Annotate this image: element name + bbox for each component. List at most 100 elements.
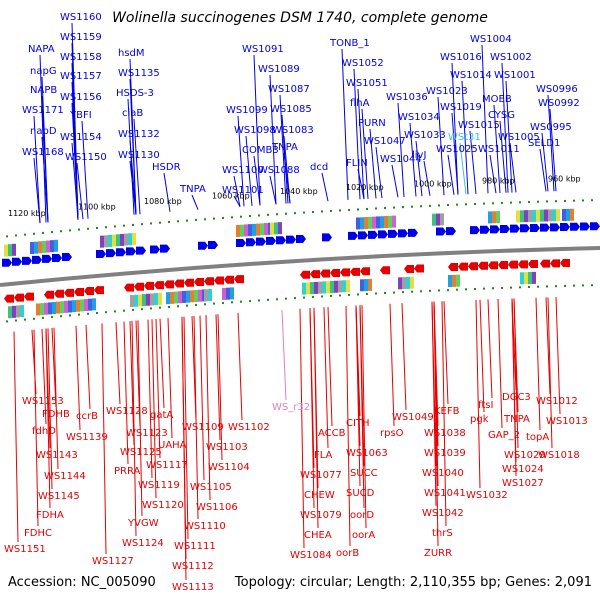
feature-block-bottom: [48, 302, 52, 315]
tick-mark: [150, 222, 152, 225]
reverse-gene-arrow: [498, 261, 508, 270]
gene-label-top: WS1088: [258, 165, 300, 176]
tick-mark: [78, 228, 80, 231]
tick-mark: [24, 233, 26, 236]
tick-mark: [42, 231, 44, 234]
forward-gene-arrow: [62, 253, 72, 262]
gene-label-top: WS1101: [222, 185, 264, 196]
tick-mark: [222, 301, 224, 304]
gene-label-top: WS1160: [60, 12, 102, 23]
tick-mark: [429, 204, 431, 207]
tick-mark: [339, 294, 341, 297]
tick-mark: [240, 215, 242, 218]
tick-mark: [276, 213, 278, 216]
connector-line-bottom: [155, 318, 161, 459]
connector-line-bottom: [159, 318, 165, 409]
forward-gene-arrow: [408, 228, 418, 237]
reverse-gene-arrow: [74, 287, 84, 296]
tick-mark: [366, 207, 368, 210]
gene-label-top: WSt31: [448, 132, 481, 143]
connector-line-bottom: [181, 316, 187, 581]
gene-label-bottom: WS1105: [190, 482, 232, 493]
connector-line-top: [437, 96, 445, 196]
tick-mark: [33, 317, 35, 320]
reverse-gene-arrow: [14, 293, 24, 302]
gene-label-bottom: SUCC: [350, 468, 378, 479]
gene-label-top: WS1087: [268, 84, 310, 95]
connector-line-bottom: [401, 303, 407, 411]
tick-mark: [141, 308, 143, 311]
gene-label-bottom: FLA: [314, 450, 333, 461]
gene-label-top: PURN: [358, 118, 386, 129]
gene-label-bottom: WS1153: [22, 396, 64, 407]
feature-block-bottom: [524, 272, 528, 285]
feature-block-bottom: [44, 302, 48, 315]
tick-mark: [375, 207, 377, 210]
feature-block-top: [440, 213, 444, 226]
feature-block-top: [524, 210, 528, 223]
reverse-gene-arrow: [320, 269, 330, 278]
gene-label-bottom: thrS: [432, 528, 453, 539]
tick-mark: [195, 218, 197, 221]
reverse-gene-arrow: [404, 265, 414, 274]
gene-label-bottom: WS1127: [92, 556, 134, 567]
gene-label-bottom: oorB: [336, 548, 359, 559]
tick-mark: [6, 320, 8, 323]
forward-gene-arrow: [590, 222, 600, 231]
tick-mark: [339, 209, 341, 212]
connector-line-bottom: [205, 315, 211, 501]
gene-label-bottom: WS1032: [466, 490, 508, 501]
feature-block-top: [372, 216, 376, 229]
feature-block-bottom: [142, 294, 146, 307]
forward-gene-arrow: [236, 238, 246, 247]
gene-label-bottom: WS1109: [182, 422, 224, 433]
gene-label-bottom: FDHC: [24, 528, 52, 539]
gene-label-top: ciaB: [122, 108, 143, 119]
gene-label-bottom: WS1063: [346, 448, 388, 459]
tick-mark: [249, 300, 251, 303]
forward-gene-arrow: [42, 254, 52, 263]
feature-block-top: [42, 240, 46, 253]
scale-tick-label: 1040 kbp: [280, 187, 318, 196]
gene-label-top: flhA: [350, 98, 370, 109]
connector-line-bottom: [167, 317, 173, 439]
connector-line-top: [493, 104, 501, 194]
tick-mark: [303, 296, 305, 299]
feature-block-bottom: [130, 295, 134, 308]
connector-line-top: [423, 160, 431, 196]
gene-label-top: WS1085: [270, 104, 312, 115]
feature-block-top: [360, 217, 364, 230]
connector-line-top: [391, 164, 399, 198]
gene-label-top: WS1154: [60, 132, 102, 143]
feature-block-bottom: [12, 305, 16, 318]
gene-label-bottom: WS1124: [122, 538, 164, 549]
feature-block-top: [528, 210, 532, 223]
gene-label-top: WS1036: [386, 92, 428, 103]
feature-block-top: [104, 235, 108, 248]
forward-gene-arrow: [246, 238, 256, 247]
tick-mark: [510, 201, 512, 204]
gene-label-top: TNPA: [179, 184, 206, 195]
feature-block-top: [432, 213, 436, 226]
feature-block-bottom: [334, 280, 338, 293]
tick-mark: [546, 200, 548, 203]
reverse-gene-arrow: [488, 261, 498, 270]
feature-block-top: [46, 240, 50, 253]
feature-block-top: [278, 222, 282, 235]
feature-block-top: [376, 216, 380, 229]
tick-mark: [366, 292, 368, 295]
gene-label-top: WS0995: [530, 122, 572, 133]
reverse-gene-arrow: [448, 263, 458, 272]
connector-line-bottom: [313, 307, 319, 529]
scale-tick-label: 1060 kbp: [212, 192, 250, 201]
tick-mark: [87, 227, 89, 230]
tick-mark: [402, 206, 404, 209]
gene-label-bottom: WS1125: [120, 447, 162, 458]
reverse-gene-arrow: [214, 276, 224, 285]
gene-label-bottom: FDHA: [36, 510, 64, 521]
tick-mark: [582, 284, 584, 287]
gene-label-bottom: WS1111: [174, 541, 216, 552]
tick-mark: [537, 285, 539, 288]
feature-block-bottom: [92, 298, 96, 311]
tick-mark: [591, 284, 593, 287]
